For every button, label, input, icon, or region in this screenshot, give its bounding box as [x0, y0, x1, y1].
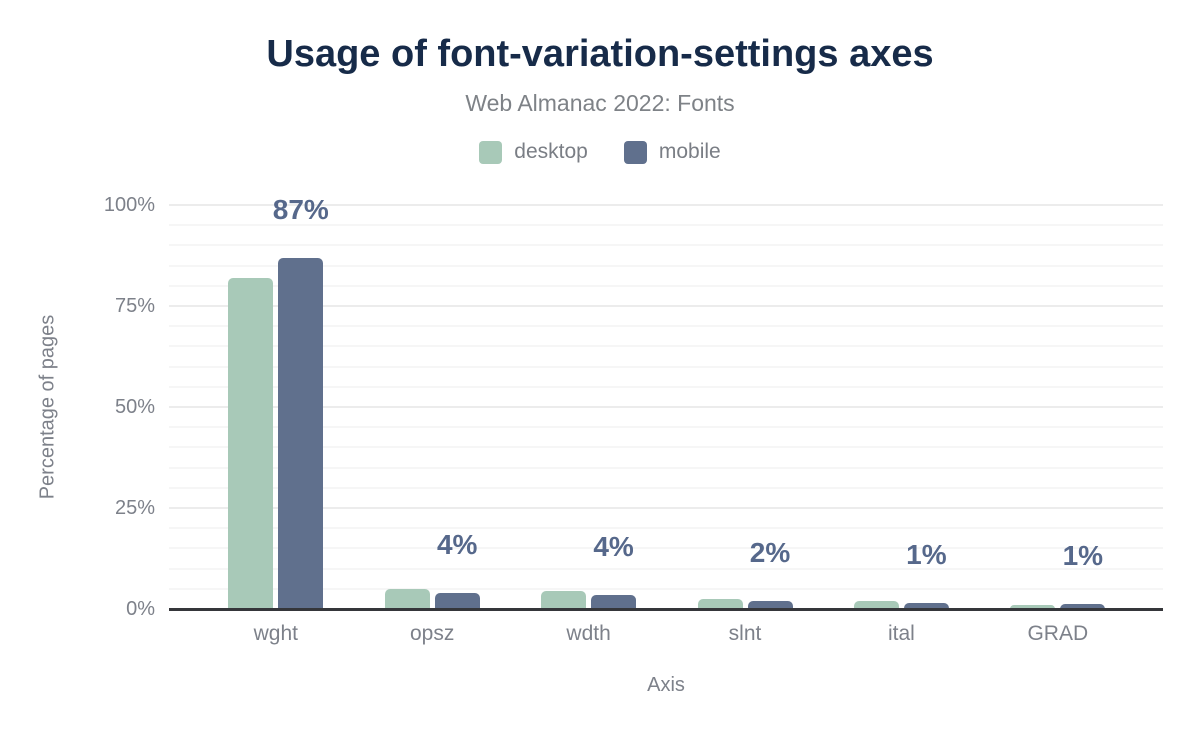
bar-desktop-GRAD [1010, 604, 1056, 609]
legend-swatch-mobile [623, 140, 647, 164]
bar-desktop-wdth [541, 590, 587, 609]
y-tick-50: 50% [114, 396, 155, 418]
bar-mobile-wdth [591, 594, 637, 609]
bar-desktop-ital [853, 600, 899, 609]
x-axis-baseline [169, 608, 1163, 611]
x-tick-opsz: opsz [410, 622, 455, 645]
x-tick-ital: ital [887, 622, 915, 645]
legend-label-desktop: desktop [514, 140, 588, 163]
gridline-30 [169, 486, 1163, 489]
bar-mobile-slnt [747, 600, 793, 609]
y-tick-75: 75% [114, 295, 155, 317]
legend: desktop mobile [0, 140, 1200, 164]
chart-subtitle: Web Almanac 2022: Fonts [465, 90, 735, 116]
bar-mobile-ital [903, 602, 949, 609]
gridline-50 [169, 406, 1163, 408]
data-label-slnt: 2% [749, 536, 791, 568]
gridline-25 [169, 507, 1163, 509]
gridline-90 [169, 244, 1163, 247]
bar-mobile-opsz [434, 592, 480, 609]
plot-area: 87% 4% 4% 2% 1% 1% [169, 195, 1163, 611]
gridline-55 [169, 385, 1163, 388]
legend-item-desktop: desktop [479, 140, 588, 164]
legend-item-mobile: mobile [623, 140, 721, 164]
gridline-60 [169, 365, 1163, 368]
x-tick-slnt: slnt [728, 622, 762, 645]
y-tick-25: 25% [114, 497, 155, 519]
x-axis-title: Axis [647, 674, 685, 696]
data-label-ital: 1% [906, 538, 947, 570]
x-tick-wght: wght [253, 622, 298, 645]
gridline-80 [169, 284, 1163, 287]
gridline-5 [169, 587, 1163, 590]
legend-label-mobile: mobile [658, 140, 721, 163]
legend-swatch-desktop [479, 140, 503, 164]
data-label-opsz: 4% [436, 528, 478, 560]
gridline-95 [169, 224, 1163, 227]
gridline-75 [169, 305, 1163, 307]
gridline-45 [169, 426, 1163, 429]
y-tick-0: 0% [126, 598, 155, 620]
gridline-65 [169, 345, 1163, 348]
bar-desktop-opsz [384, 588, 430, 609]
gridline-10 [169, 567, 1163, 570]
bar-desktop-slnt [697, 598, 743, 609]
gridline-15 [169, 547, 1163, 550]
chart-title: Usage of font-variation-settings axes [266, 33, 934, 75]
gridline-35 [169, 466, 1163, 469]
bar-mobile-GRAD [1060, 604, 1106, 609]
gridline-40 [169, 446, 1163, 449]
gridline-100 [169, 204, 1163, 206]
data-label-wght: 87% [272, 193, 329, 225]
bar-mobile-wght [278, 257, 324, 609]
x-tick-wdth: wdth [566, 622, 611, 645]
data-label-GRAD: 1% [1062, 540, 1104, 572]
data-label-wdth: 4% [593, 530, 634, 562]
gridline-20 [169, 527, 1163, 530]
y-tick-100: 100% [103, 194, 155, 216]
gridline-70 [169, 325, 1163, 328]
bar-desktop-wght [228, 277, 274, 609]
x-tick-GRAD: GRAD [1027, 622, 1089, 645]
gridline-85 [169, 264, 1163, 267]
